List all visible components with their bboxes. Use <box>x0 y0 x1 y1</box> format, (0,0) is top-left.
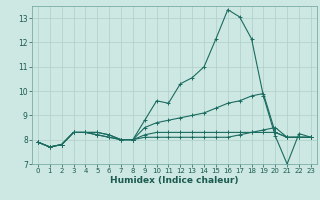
X-axis label: Humidex (Indice chaleur): Humidex (Indice chaleur) <box>110 176 239 185</box>
